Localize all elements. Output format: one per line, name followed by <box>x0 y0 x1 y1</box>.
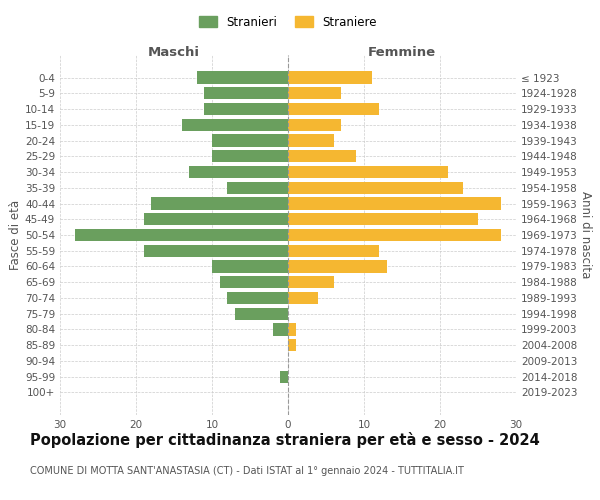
Y-axis label: Fasce di età: Fasce di età <box>9 200 22 270</box>
Bar <box>288 229 501 241</box>
Bar <box>288 324 296 336</box>
Bar <box>75 229 288 241</box>
Bar <box>288 276 334 288</box>
Bar <box>227 292 288 304</box>
Bar <box>288 244 379 257</box>
Bar <box>288 292 319 304</box>
Bar <box>189 166 288 178</box>
Bar <box>288 198 501 209</box>
Bar <box>212 134 288 146</box>
Bar <box>288 182 463 194</box>
Bar <box>288 118 341 131</box>
Bar <box>235 308 288 320</box>
Bar <box>151 198 288 209</box>
Legend: Stranieri, Straniere: Stranieri, Straniere <box>194 11 382 34</box>
Bar <box>288 87 341 100</box>
Bar <box>143 244 288 257</box>
Bar <box>288 103 379 115</box>
Bar <box>227 182 288 194</box>
Bar <box>288 339 296 351</box>
Bar <box>212 150 288 162</box>
Bar <box>212 260 288 272</box>
Bar <box>220 276 288 288</box>
Bar <box>288 166 448 178</box>
Bar <box>205 87 288 100</box>
Bar <box>143 213 288 226</box>
Text: Popolazione per cittadinanza straniera per età e sesso - 2024: Popolazione per cittadinanza straniera p… <box>30 432 540 448</box>
Text: Maschi: Maschi <box>148 46 200 59</box>
Text: Femmine: Femmine <box>368 46 436 59</box>
Bar <box>280 370 288 383</box>
Bar <box>288 260 387 272</box>
Bar <box>288 150 356 162</box>
Bar <box>288 72 371 84</box>
Bar <box>273 324 288 336</box>
Bar <box>197 72 288 84</box>
Bar <box>205 103 288 115</box>
Y-axis label: Anni di nascita: Anni di nascita <box>578 192 592 278</box>
Bar <box>288 134 334 146</box>
Bar <box>288 213 478 226</box>
Text: COMUNE DI MOTTA SANT'ANASTASIA (CT) - Dati ISTAT al 1° gennaio 2024 - TUTTITALIA: COMUNE DI MOTTA SANT'ANASTASIA (CT) - Da… <box>30 466 464 476</box>
Bar <box>182 118 288 131</box>
